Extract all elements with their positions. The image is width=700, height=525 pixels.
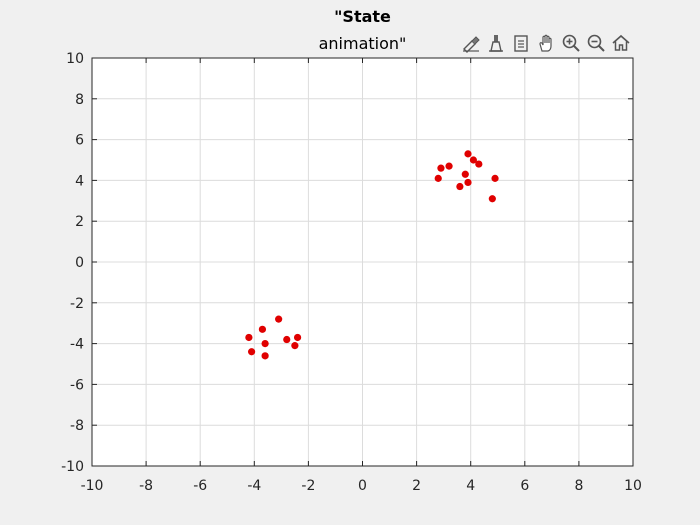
x-tick-label: 6: [520, 478, 529, 494]
data-point: [437, 164, 445, 172]
y-tick-label: 4: [75, 173, 84, 189]
x-tick-label: -10: [81, 478, 104, 494]
data-point: [464, 150, 472, 158]
y-tick-label: -8: [70, 418, 84, 434]
y-tick-label: 10: [66, 51, 84, 67]
data-point: [291, 342, 299, 350]
home-icon[interactable]: [609, 31, 633, 55]
y-tick-label: -2: [70, 296, 84, 312]
zoom-in-icon[interactable]: [559, 31, 583, 55]
data-point: [275, 315, 283, 323]
x-tick-label: 0: [358, 478, 367, 494]
y-tick-label: 8: [75, 92, 84, 108]
data-point: [456, 182, 464, 191]
x-tick-label: -2: [301, 478, 315, 494]
data-point: [445, 162, 453, 170]
axes-toolbar: [459, 31, 633, 55]
data-point: [461, 170, 469, 178]
chart-title-line1: "State: [334, 7, 391, 26]
x-tick-label: 4: [466, 478, 475, 494]
x-tick-label: 2: [412, 478, 421, 494]
x-tick-label: 10: [624, 478, 642, 494]
y-tick-label: 0: [75, 255, 84, 271]
x-tick-label: -6: [193, 478, 207, 494]
data-point: [258, 325, 267, 333]
axes-box: [91, 57, 634, 467]
data-point: [464, 178, 472, 187]
data-point: [261, 352, 269, 360]
data-point: [469, 156, 478, 164]
export-icon[interactable]: [509, 31, 533, 55]
x-tick-label: 8: [574, 478, 583, 494]
zoom-out-icon[interactable]: [584, 31, 608, 55]
data-point: [491, 174, 499, 182]
y-tick-label: -4: [70, 337, 84, 353]
data-point: [293, 333, 302, 342]
y-tick-label: -10: [61, 459, 84, 475]
data-point: [283, 335, 291, 344]
data-tips-icon[interactable]: [484, 31, 508, 55]
y-tick-label: 6: [75, 133, 84, 149]
data-point: [245, 333, 253, 342]
data-point: [247, 348, 256, 356]
x-tick-label: -4: [247, 478, 261, 494]
data-point: [261, 340, 269, 348]
y-tick-label: -6: [70, 377, 84, 393]
data-point: [488, 195, 496, 203]
data-point: [434, 174, 442, 182]
y-tick-label: 2: [75, 214, 84, 230]
x-tick-label: -8: [139, 478, 153, 494]
chart-title-line2: animation": [318, 34, 407, 53]
data-point: [475, 160, 483, 168]
brush-icon[interactable]: [459, 31, 483, 55]
pan-icon[interactable]: [534, 31, 558, 55]
